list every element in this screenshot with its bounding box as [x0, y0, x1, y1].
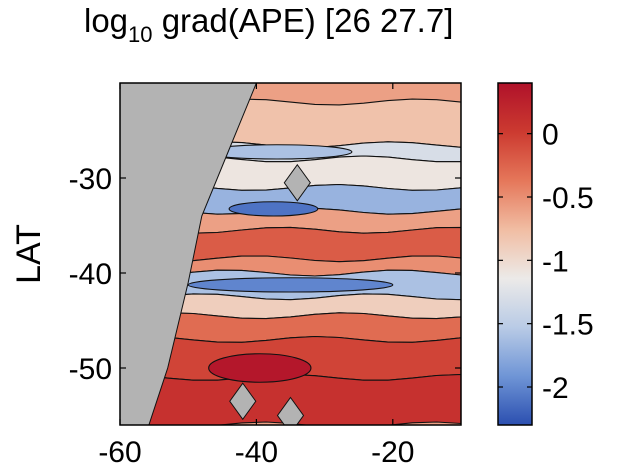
contour-feature [208, 353, 312, 383]
y-tick-label: -40 [69, 258, 112, 291]
contour-feature [187, 277, 394, 293]
y-tick-label: -50 [69, 353, 112, 386]
colorbar-tick-label: -0.5 [542, 182, 594, 215]
x-tick-label: -40 [235, 436, 278, 468]
x-tick-label: -60 [98, 436, 141, 468]
island-mask [283, 163, 311, 202]
plot-area [120, 83, 461, 425]
chart-title: log10 grad(APE) [26 27.7] [84, 2, 454, 47]
y-tick-label: -30 [69, 163, 112, 196]
y-axis: -30 -40 -50 [69, 163, 461, 386]
colorbar-tick-label: -1.5 [542, 309, 594, 342]
land-mask [120, 83, 257, 425]
colorbar-tick-label: -2 [542, 372, 569, 405]
x-axis: -60 -40 -20 [98, 83, 414, 468]
colorbar-tick-label: -1 [542, 245, 569, 278]
contour-feature [228, 201, 319, 217]
colorbar-tick-label: 0 [542, 119, 559, 152]
colorbar [497, 82, 533, 426]
y-axis-label: LAT [10, 224, 48, 284]
island-mask [276, 396, 305, 425]
x-tick-label: -20 [371, 436, 414, 468]
island-mask [229, 382, 257, 421]
colorbar-axis: 0 -0.5 -1 -1.5 -2 [498, 119, 594, 405]
plot-frame [119, 82, 462, 426]
